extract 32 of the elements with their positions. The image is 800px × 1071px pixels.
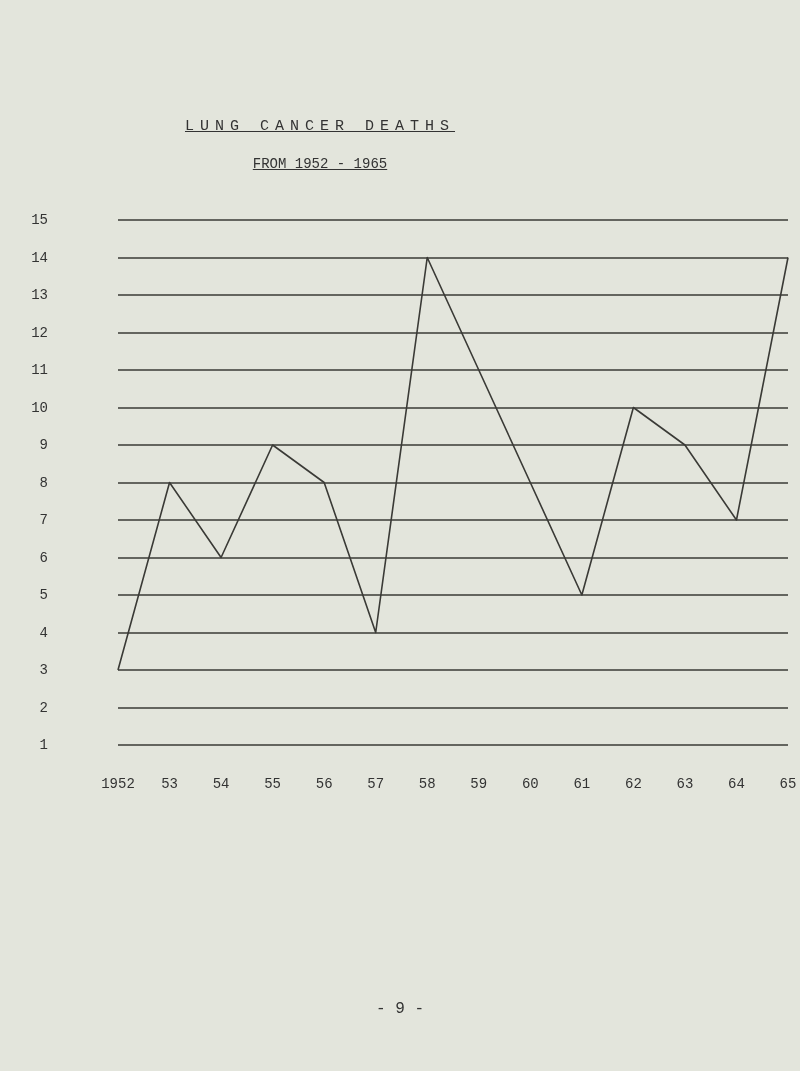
x-tick-label: 64 (728, 776, 745, 792)
y-tick-label: 7 (39, 512, 48, 528)
y-tick-label: 12 (31, 324, 48, 341)
y-tick-label: 3 (39, 662, 48, 678)
chart-subtitle: FROM 1952 - 1965 (251, 156, 389, 172)
x-tick-label: 1952 (101, 776, 135, 792)
y-tick-label: 15 (31, 212, 48, 228)
x-tick-label: 57 (367, 776, 385, 792)
x-tick-label: 59 (470, 776, 488, 792)
y-tick-label: 13 (31, 287, 48, 303)
y-tick-label: 9 (39, 437, 48, 453)
y-tick-label: 14 (31, 249, 48, 266)
y-tick-label: 5 (39, 587, 48, 603)
chart-title: LUNG CANCER DEATHS (184, 118, 456, 135)
y-tick-label: 1 (39, 737, 48, 753)
x-tick-label: 58 (418, 776, 436, 792)
y-tick-label: 11 (31, 362, 48, 378)
y-tick-label: 8 (39, 474, 48, 491)
x-tick-label: 60 (521, 776, 539, 792)
text: - 9 - (375, 1000, 425, 1018)
x-tick-label: 62 (624, 776, 642, 792)
x-tick-label: 65 (779, 776, 797, 792)
x-tick-label: 54 (212, 776, 230, 792)
x-tick-label: 55 (264, 776, 282, 792)
x-tick-label: 61 (573, 776, 591, 792)
x-tick-label: 53 (161, 776, 178, 792)
x-tick-label: 56 (315, 776, 333, 792)
x-tick-label: 63 (676, 776, 694, 792)
y-tick-label: 10 (31, 399, 48, 416)
y-tick-label: 2 (39, 699, 48, 716)
y-tick-label: 4 (39, 624, 48, 641)
y-tick-label: 6 (39, 549, 48, 566)
